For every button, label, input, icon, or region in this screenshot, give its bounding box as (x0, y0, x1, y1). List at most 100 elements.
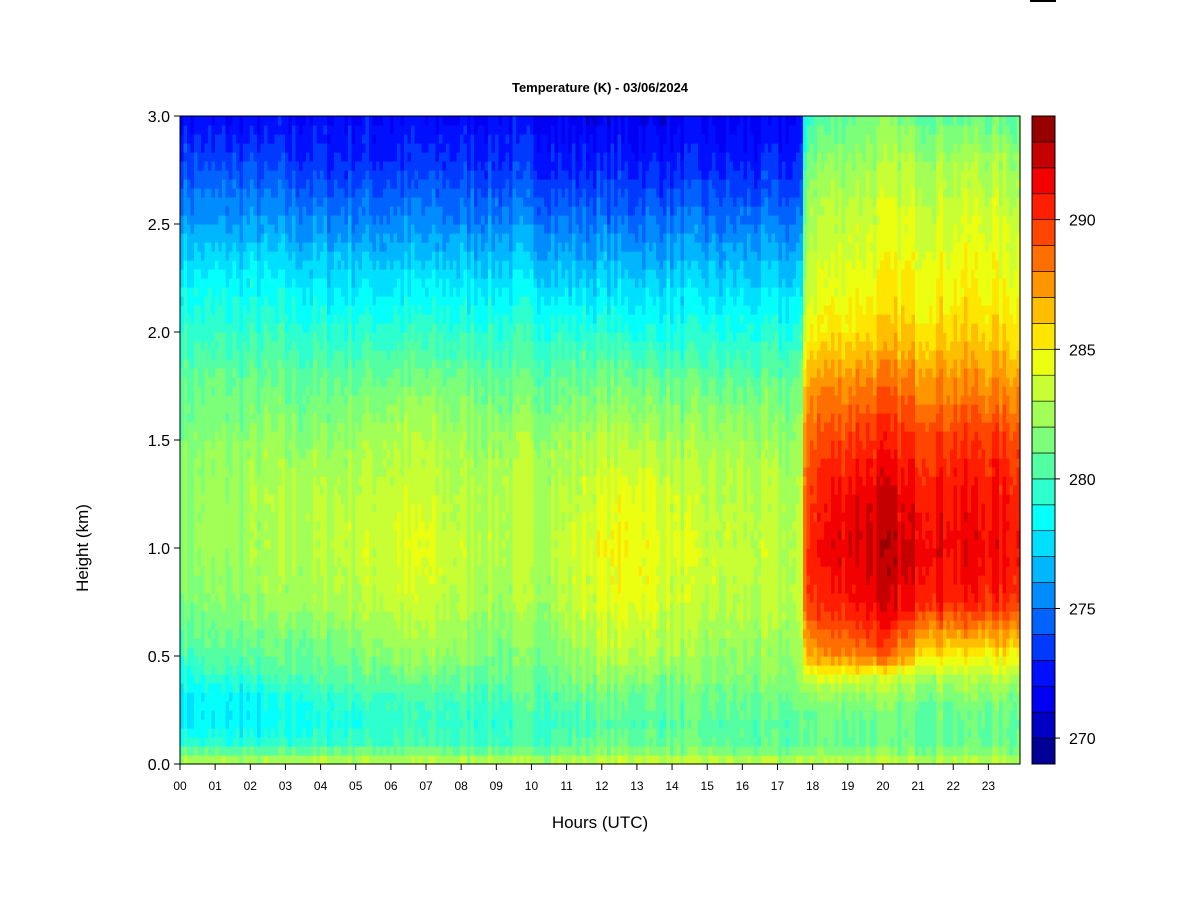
heatmap-cell (180, 521, 184, 531)
heatmap-cell (404, 278, 408, 288)
heatmap-cell (236, 215, 240, 225)
heatmap-cell (296, 476, 300, 486)
heatmap-cell (187, 314, 191, 324)
heatmap-cell (366, 404, 370, 414)
heatmap-cell (222, 224, 226, 234)
heatmap-cell (397, 368, 401, 378)
heatmap-cell (187, 350, 191, 360)
heatmap-cell (236, 548, 240, 558)
heatmap-cell (212, 260, 216, 270)
heatmap-cell (387, 215, 391, 225)
heatmap-cell (327, 629, 331, 639)
heatmap-cell (306, 620, 310, 630)
heatmap-cell (208, 368, 212, 378)
heatmap-cell (418, 314, 422, 324)
heatmap-cell (215, 521, 219, 531)
heatmap-cell (394, 251, 398, 261)
heatmap-cell (271, 746, 275, 756)
heatmap-cell (317, 638, 321, 648)
heatmap-cell (268, 395, 272, 405)
heatmap-cell (275, 737, 279, 747)
heatmap-cell (292, 575, 296, 585)
heatmap-cell (383, 422, 387, 432)
heatmap-cell (219, 197, 223, 207)
heatmap-cell (285, 134, 289, 144)
heatmap-cell (254, 737, 258, 747)
heatmap-cell (254, 503, 258, 513)
heatmap-cell (229, 341, 233, 351)
heatmap-cell (208, 152, 212, 162)
heatmap-cell (180, 350, 184, 360)
heatmap-cell (324, 719, 328, 729)
heatmap-cell (380, 692, 384, 702)
heatmap-cell (324, 242, 328, 252)
heatmap-cell (383, 728, 387, 738)
heatmap-cell (268, 215, 272, 225)
heatmap-cell (250, 593, 254, 603)
heatmap-cell (369, 638, 373, 648)
heatmap-cell (355, 683, 359, 693)
heatmap-cell (345, 548, 349, 558)
heatmap-cell (261, 719, 265, 729)
heatmap-cell (275, 386, 279, 396)
heatmap-cell (310, 593, 314, 603)
heatmap-cell (306, 260, 310, 270)
heatmap-cell (327, 422, 331, 432)
heatmap-cell (271, 485, 275, 495)
heatmap-cell (397, 557, 401, 567)
heatmap-cell (348, 359, 352, 369)
heatmap-cell (366, 305, 370, 315)
heatmap-cell (268, 377, 272, 387)
heatmap-cell (222, 404, 226, 414)
heatmap-cell (271, 728, 275, 738)
heatmap-cell (348, 134, 352, 144)
heatmap-cell (369, 458, 373, 468)
heatmap-cell (324, 260, 328, 270)
heatmap-cell (383, 359, 387, 369)
heatmap-cell (362, 305, 366, 315)
heatmap-cell (261, 440, 265, 450)
heatmap-cell (408, 728, 412, 738)
heatmap-cell (243, 728, 247, 738)
heatmap-cell (324, 350, 328, 360)
heatmap-cell (355, 431, 359, 441)
heatmap-cell (341, 449, 345, 459)
heatmap-cell (205, 152, 209, 162)
heatmap-cell (187, 683, 191, 693)
heatmap-cell (219, 341, 223, 351)
heatmap-cell (338, 350, 342, 360)
heatmap-cell (394, 224, 398, 234)
heatmap-cell (383, 647, 387, 657)
heatmap-cell (373, 530, 377, 540)
heatmap-cell (292, 485, 296, 495)
heatmap-cell (236, 287, 240, 297)
heatmap-cell (296, 647, 300, 657)
heatmap-cell (243, 440, 247, 450)
heatmap-cell (387, 359, 391, 369)
heatmap-cell (268, 305, 272, 315)
heatmap-cell (408, 494, 412, 504)
heatmap-cell (233, 674, 237, 684)
heatmap-cell (243, 530, 247, 540)
heatmap-cell (394, 395, 398, 405)
heatmap-cell (180, 413, 184, 423)
heatmap-cell (187, 746, 191, 756)
heatmap-cell (292, 170, 296, 180)
heatmap-cell (243, 746, 247, 756)
heatmap-cell (215, 638, 219, 648)
heatmap-cell (387, 485, 391, 495)
heatmap-cell (334, 674, 338, 684)
heatmap-cell (292, 233, 296, 243)
heatmap-cell (324, 314, 328, 324)
heatmap-cell (201, 242, 205, 252)
heatmap-cell (229, 395, 233, 405)
heatmap-cell (327, 377, 331, 387)
heatmap-cell (401, 368, 405, 378)
heatmap-cell (359, 395, 363, 405)
heatmap-cell (313, 332, 317, 342)
heatmap-cell (215, 710, 219, 720)
heatmap-cell (362, 170, 366, 180)
heatmap-cell (247, 359, 251, 369)
heatmap-cell (355, 458, 359, 468)
heatmap-cell (376, 521, 380, 531)
